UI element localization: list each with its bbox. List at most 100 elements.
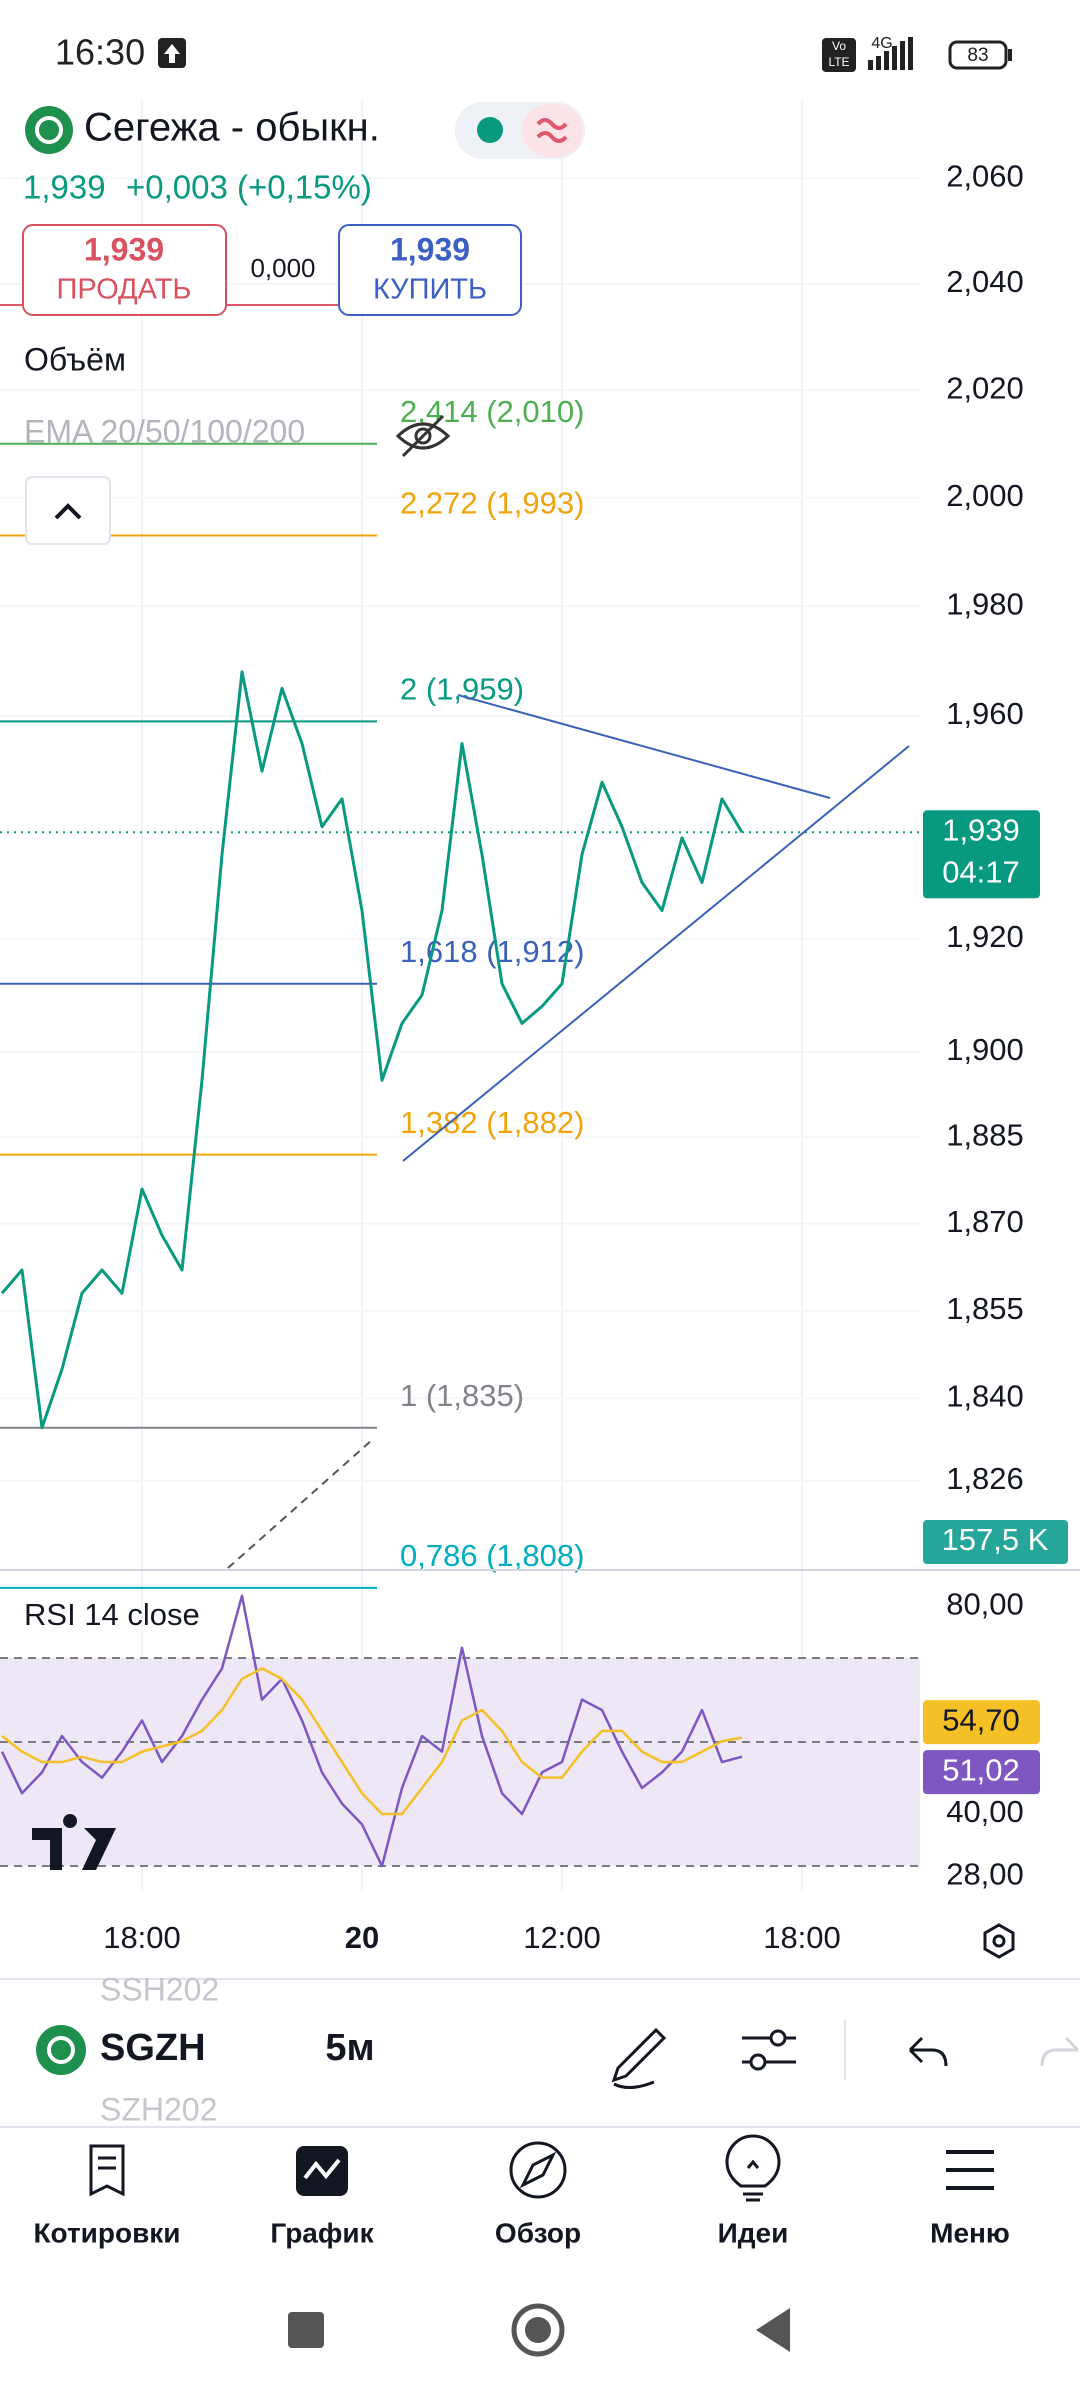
- fib-level-label: 0,786 (1,808): [400, 1538, 584, 1573]
- quotes-icon: [89, 2144, 125, 2197]
- sell-label: ПРОДАТЬ: [57, 274, 192, 306]
- buy-price: 1,939: [390, 231, 470, 267]
- series-line: [0, 1594, 743, 1868]
- recents-button[interactable]: [288, 2312, 324, 2348]
- symbol-logo: [36, 2025, 86, 2075]
- rsi-last-label: 54,70: [942, 1702, 1020, 1737]
- collapse-button[interactable]: [25, 476, 111, 545]
- settings-icon-center: [992, 1934, 1006, 1948]
- rsi-title[interactable]: RSI 14 close: [24, 1597, 200, 1632]
- home-button-dot: [525, 2317, 551, 2343]
- delay-badge: [522, 104, 583, 157]
- interval[interactable]: 5м: [325, 2027, 374, 2069]
- symbol-logo-mark: [35, 116, 63, 144]
- y-tick-label: 1,900: [946, 1032, 1024, 1067]
- last-price: 1,939: [23, 169, 106, 206]
- fib-level-label: 1 (1,835): [400, 1378, 524, 1413]
- battery-icon: [948, 40, 1008, 70]
- fib-base-line: [227, 1439, 373, 1569]
- y-tick-label: 1,870: [946, 1204, 1024, 1239]
- nav-label[interactable]: Идеи: [718, 2217, 789, 2248]
- symbol-title[interactable]: Сегежа - обыкн.: [84, 106, 380, 150]
- last-price-box: [923, 810, 1040, 899]
- rsi-band: [0, 1658, 920, 1866]
- network-type: 4G: [871, 35, 892, 52]
- fib-level-label: 1,382 (1,882): [400, 1105, 584, 1140]
- status-time: 16:30: [55, 32, 145, 73]
- fib-level-label: 2,272 (1,993): [400, 486, 584, 521]
- ideas-icon: [725, 2134, 781, 2202]
- y-tick-label: 1,826: [946, 1461, 1024, 1496]
- fib-level-label: 2,414 (2,010): [400, 394, 584, 429]
- rsi-last-label: 51,02: [942, 1752, 1020, 1787]
- next-symbol: SZH202: [100, 2091, 217, 2127]
- home-button[interactable]: [511, 2303, 565, 2357]
- ema-indicator[interactable]: EMA 20/50/100/200: [24, 413, 305, 449]
- y-tick-label: 1,885: [946, 1118, 1024, 1153]
- y-tick-label: 80,00: [946, 1586, 1024, 1621]
- nav-label[interactable]: Котировки: [33, 2217, 180, 2248]
- price-change: +0,003 (+0,15%): [126, 169, 372, 206]
- volume-label-box: [923, 1520, 1068, 1564]
- y-tick-label: 2,000: [946, 478, 1024, 513]
- settings-icon[interactable]: [983, 1923, 1015, 1959]
- fib-level-label: 1,618 (1,912): [400, 934, 584, 969]
- x-tick-label: 20: [345, 1920, 379, 1955]
- sell-price: 1,939: [84, 231, 164, 267]
- y-tick-label: 1,840: [946, 1379, 1024, 1414]
- volte-icon: [822, 38, 856, 72]
- redo-icon[interactable]: [1040, 2036, 1080, 2067]
- chart-layer: 18:00 20 12:00 18:00 2,060 2,040 2,020 2,000 1,9…: [0, 100, 1068, 1955]
- volume-label: 157,5 K: [942, 1522, 1049, 1557]
- indicators-icon[interactable]: [742, 2029, 796, 2071]
- x-tick-label: 18:00: [763, 1920, 841, 1955]
- menu-icon: [946, 2150, 994, 2190]
- status-dot: [477, 117, 503, 143]
- sell-button[interactable]: [22, 224, 227, 316]
- chart-icon-line: [303, 2158, 341, 2180]
- delay-icon: [536, 118, 568, 143]
- toolbar-symbol[interactable]: SGZH: [100, 2027, 206, 2069]
- compass-needle: [519, 2151, 557, 2189]
- rsi-last-box: [923, 1750, 1040, 1795]
- nav-label[interactable]: Обзор: [495, 2217, 581, 2248]
- tv-logo: [32, 1814, 116, 1870]
- x-tick-label: 18:00: [103, 1920, 181, 1955]
- hidden-eye-icon[interactable]: [395, 414, 451, 458]
- y-tick-label: 1,980: [946, 586, 1024, 621]
- undo-icon[interactable]: [908, 2036, 948, 2067]
- battery-tip: [1008, 49, 1012, 61]
- trendline: [402, 745, 910, 1162]
- prev-symbol: SSH202: [100, 1971, 219, 2007]
- trendline: [457, 694, 831, 799]
- y-tick-label: 28,00: [946, 1857, 1024, 1892]
- draw-icon[interactable]: [611, 2027, 667, 2089]
- upload-arrow: [164, 44, 180, 63]
- fib-level-label: 2 (1,959): [400, 672, 524, 707]
- spread: 0,000: [250, 253, 315, 283]
- battery-level: 83: [967, 45, 988, 66]
- y-tick-label: 1,855: [946, 1291, 1024, 1326]
- y-tick-label: 2,020: [946, 370, 1024, 405]
- back-button[interactable]: [756, 2308, 790, 2352]
- volte-text: Vo: [832, 39, 846, 53]
- nav-label[interactable]: График: [270, 2217, 374, 2248]
- y-tick-label: 2,040: [946, 264, 1024, 299]
- x-tick-label: 12:00: [523, 1920, 601, 1955]
- buy-button[interactable]: [338, 224, 522, 316]
- rsi-last-box: [923, 1700, 1040, 1745]
- volte-text: LTE: [828, 55, 849, 69]
- signal-icon: [868, 37, 913, 70]
- nav-label[interactable]: Меню: [930, 2217, 1010, 2248]
- symbol-logo: [25, 106, 73, 154]
- chevron-up: [54, 503, 82, 520]
- buy-label: КУПИТЬ: [373, 274, 487, 306]
- y-tick-label: 40,00: [946, 1794, 1024, 1829]
- countdown: 04:17: [942, 854, 1020, 889]
- volume-indicator[interactable]: Объём: [24, 341, 126, 377]
- explore-icon: [509, 2141, 567, 2199]
- last-price-label: 1,939: [942, 812, 1020, 847]
